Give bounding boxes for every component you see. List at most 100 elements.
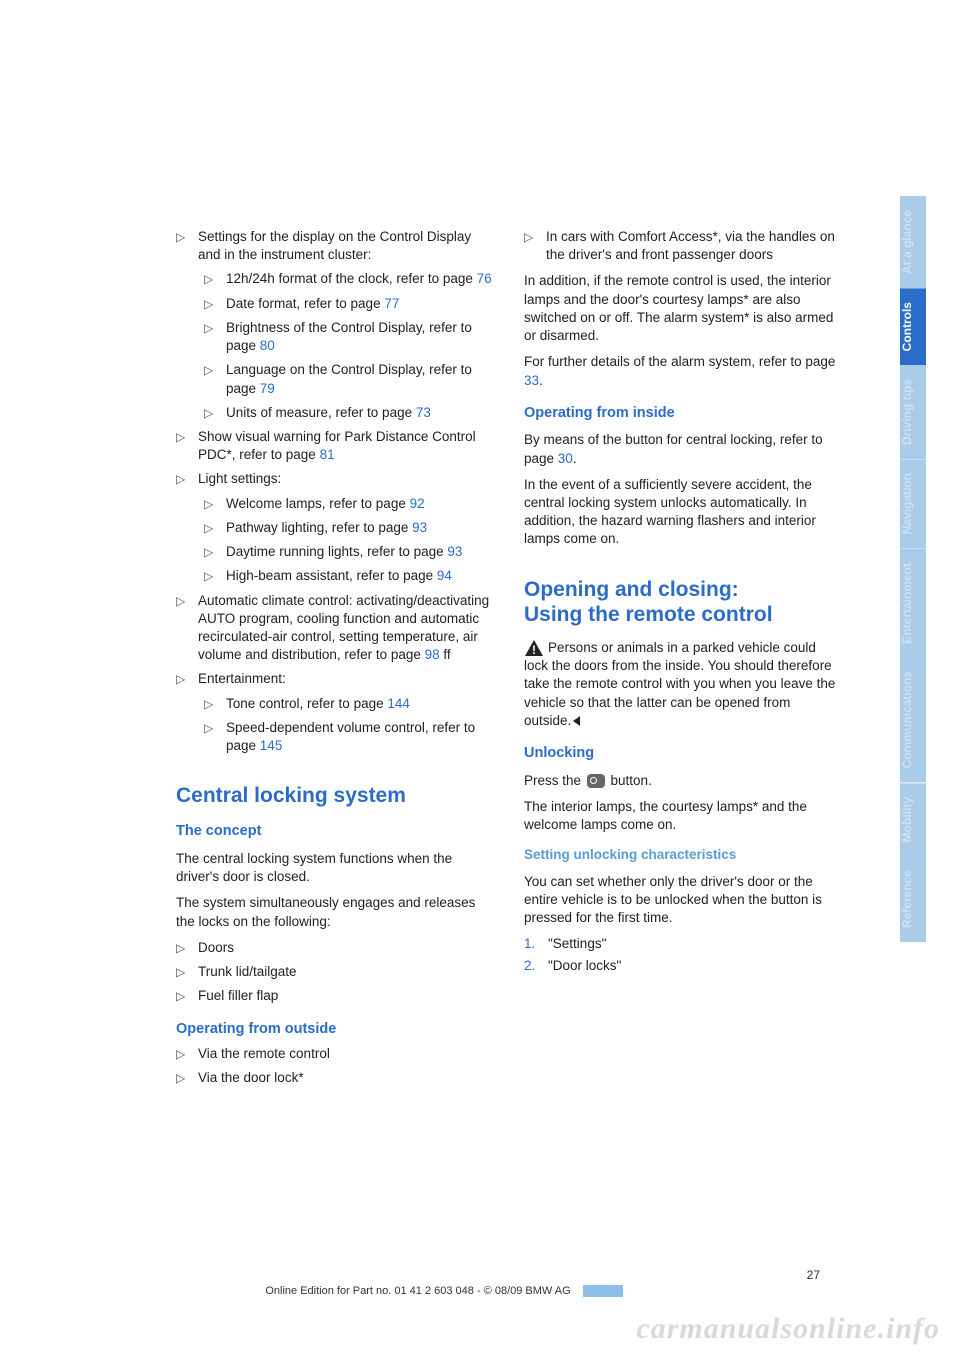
- text: Press the: [524, 773, 585, 788]
- nested-list: Welcome lamps, refer to page 92 Pathway …: [204, 495, 492, 586]
- heading-operating-outside: Operating from outside: [176, 1020, 492, 1040]
- page-ref[interactable]: 145: [260, 738, 283, 753]
- side-tabs: At a glance Controls Driving tips Naviga…: [900, 196, 926, 942]
- text: .: [539, 373, 543, 388]
- page-ref[interactable]: 76: [477, 271, 492, 286]
- warning-paragraph: ! Persons or animals in a parked vehicle…: [524, 639, 840, 730]
- text: .: [573, 451, 577, 466]
- two-column-layout: Settings for the display on the Control …: [0, 222, 880, 1094]
- item-text: Show visual warning for Park Distance Co…: [198, 429, 476, 462]
- tab-driving-tips[interactable]: Driving tips: [900, 365, 926, 459]
- page-ref[interactable]: 80: [260, 338, 275, 353]
- page-ref[interactable]: 79: [260, 381, 275, 396]
- end-mark-icon: [573, 716, 580, 726]
- item-text: Daytime running lights, refer to page: [226, 544, 447, 559]
- paragraph: By means of the button for central locki…: [524, 431, 840, 467]
- text: button.: [607, 773, 652, 788]
- item-text-post: ff: [440, 647, 451, 662]
- item-text: Light settings:: [198, 471, 281, 486]
- list-item: In cars with Comfort Access*, via the ha…: [524, 228, 840, 264]
- step-text: "Door locks": [548, 958, 621, 973]
- list-item: Units of measure, refer to page 73: [204, 404, 492, 422]
- paragraph: Press the button.: [524, 772, 840, 790]
- page-content: Settings for the display on the Control …: [0, 0, 880, 1270]
- list-item: Doors: [176, 939, 492, 957]
- page-ref[interactable]: 98: [425, 647, 440, 662]
- paragraph: In addition, if the remote control is us…: [524, 272, 840, 345]
- tab-reference[interactable]: Reference: [900, 856, 926, 942]
- paragraph: The system simultaneously engages and re…: [176, 894, 492, 930]
- tab-entertainment[interactable]: Entertainment: [900, 549, 926, 658]
- list-item: Brightness of the Control Display, refer…: [204, 319, 492, 355]
- tab-communications[interactable]: Communications: [900, 657, 926, 782]
- item-text: Pathway lighting, refer to page: [226, 520, 412, 535]
- step-item: 2. "Door locks": [524, 957, 840, 975]
- nested-list: Tone control, refer to page 144 Speed-de…: [204, 695, 492, 756]
- list-item: Tone control, refer to page 144: [204, 695, 492, 713]
- list-item: Pathway lighting, refer to page 93: [204, 519, 492, 537]
- warning-text: Persons or animals in a parked vehicle c…: [524, 640, 835, 728]
- footer-bar: [583, 1285, 623, 1297]
- page-ref[interactable]: 30: [558, 451, 573, 466]
- item-text: Date format, refer to page: [226, 296, 384, 311]
- remote-button-icon: [587, 774, 605, 788]
- item-text: High-beam assistant, refer to page: [226, 568, 437, 583]
- list-item: Settings for the display on the Control …: [176, 228, 492, 422]
- step-number: 1.: [524, 935, 535, 953]
- left-column: Settings for the display on the Control …: [176, 222, 492, 1094]
- steps-list: 1. "Settings" 2. "Door locks": [524, 935, 840, 975]
- list-item: Automatic climate control: activating/de…: [176, 592, 492, 665]
- heading-operating-inside: Operating from inside: [524, 404, 840, 424]
- page-ref[interactable]: 73: [416, 405, 431, 420]
- page-ref[interactable]: 77: [384, 296, 399, 311]
- warning-icon: !: [524, 639, 544, 657]
- item-text: 12h/24h format of the clock, refer to pa…: [226, 271, 477, 286]
- outside-list: Via the remote control Via the door lock…: [176, 1045, 492, 1087]
- page-ref[interactable]: 33: [524, 373, 539, 388]
- heading-opening-closing: Opening and closing: Using the remote co…: [524, 577, 840, 627]
- page-ref[interactable]: 93: [412, 520, 427, 535]
- list-item: Via the remote control: [176, 1045, 492, 1063]
- page-ref[interactable]: 81: [320, 447, 335, 462]
- list-item: Daytime running lights, refer to page 93: [204, 543, 492, 561]
- item-text: Tone control, refer to page: [226, 696, 387, 711]
- nested-list: 12h/24h format of the clock, refer to pa…: [204, 270, 492, 422]
- heading-unlocking: Unlocking: [524, 744, 840, 764]
- footer-credits: Online Edition for Part no. 01 41 2 603 …: [257, 1284, 578, 1298]
- page-ref[interactable]: 144: [387, 696, 410, 711]
- tab-controls[interactable]: Controls: [900, 288, 926, 365]
- step-text: "Settings": [548, 936, 606, 951]
- page-ref[interactable]: 94: [437, 568, 452, 583]
- page-number: 27: [0, 1268, 880, 1282]
- list-item: Fuel filler flap: [176, 987, 492, 1005]
- step-number: 2.: [524, 957, 535, 975]
- list-item: Date format, refer to page 77: [204, 295, 492, 313]
- list-item: Trunk lid/tailgate: [176, 963, 492, 981]
- list-item: 12h/24h format of the clock, refer to pa…: [204, 270, 492, 288]
- paragraph: The central locking system functions whe…: [176, 850, 492, 886]
- item-text: Settings for the display on the Control …: [198, 229, 471, 262]
- page-footer: 27 Online Edition for Part no. 01 41 2 6…: [0, 1268, 880, 1298]
- paragraph: For further details of the alarm system,…: [524, 353, 840, 389]
- locks-list: Doors Trunk lid/tailgate Fuel filler fla…: [176, 939, 492, 1006]
- paragraph: In the event of a sufficiently severe ac…: [524, 476, 840, 549]
- list-item: Show visual warning for Park Distance Co…: [176, 428, 492, 464]
- page-ref[interactable]: 92: [410, 496, 425, 511]
- watermark: carmanualsonline.info: [636, 1312, 940, 1346]
- tab-mobility[interactable]: Mobility: [900, 783, 926, 856]
- list-item: High-beam assistant, refer to page 94: [204, 567, 492, 585]
- step-item: 1. "Settings": [524, 935, 840, 953]
- paragraph: You can set whether only the driver's do…: [524, 873, 840, 928]
- tab-at-a-glance[interactable]: At a glance: [900, 196, 926, 288]
- heading-central-locking: Central locking system: [176, 783, 492, 808]
- comfort-list: In cars with Comfort Access*, via the ha…: [524, 228, 840, 264]
- svg-text:!: !: [532, 643, 536, 657]
- tab-navigation[interactable]: Navigation: [900, 459, 926, 548]
- paragraph: The interior lamps, the courtesy lamps* …: [524, 798, 840, 834]
- list-item: Language on the Control Display, refer t…: [204, 361, 492, 397]
- list-item: Welcome lamps, refer to page 92: [204, 495, 492, 513]
- item-text: Welcome lamps, refer to page: [226, 496, 410, 511]
- page-ref[interactable]: 93: [447, 544, 462, 559]
- list-item: Light settings: Welcome lamps, refer to …: [176, 470, 492, 585]
- heading-setting-unlock: Setting unlocking characteristics: [524, 846, 840, 864]
